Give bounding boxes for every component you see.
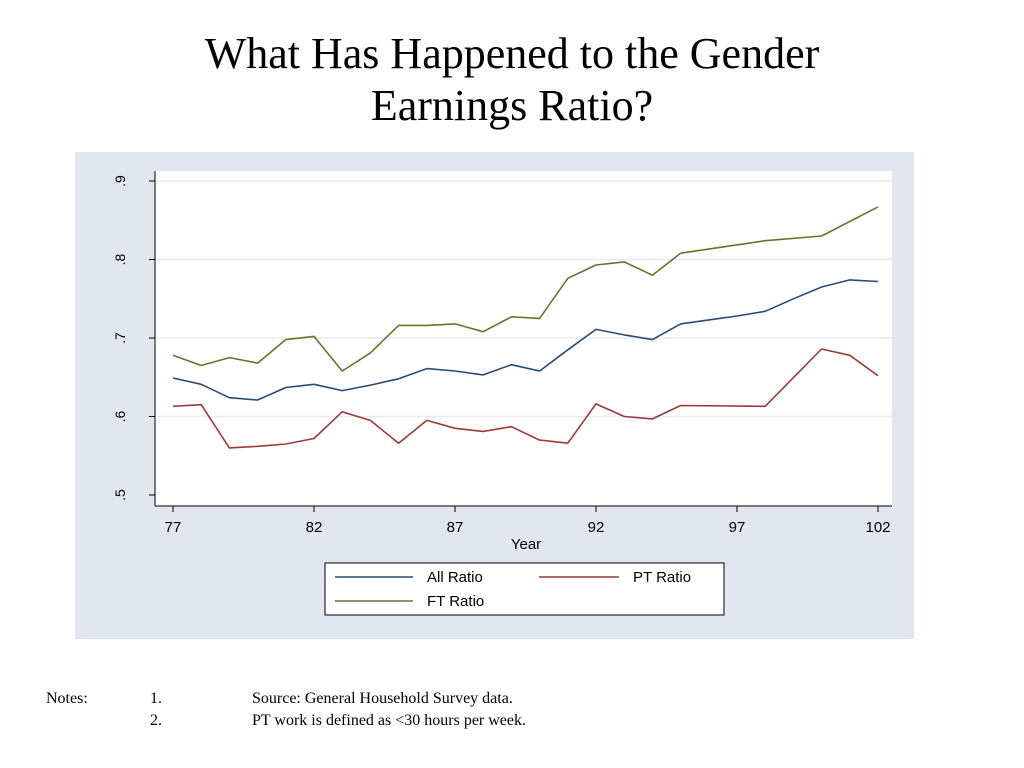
legend-box bbox=[324, 562, 725, 616]
legend-label: FT Ratio bbox=[427, 593, 484, 610]
series-line-ft-ratio bbox=[172, 206, 879, 372]
x-tick-label: 77 bbox=[165, 519, 182, 536]
x-tick-label: 92 bbox=[588, 519, 605, 536]
y-tick-label: .9 bbox=[112, 175, 128, 187]
series-line-all-ratio bbox=[172, 279, 879, 401]
y-tick-label: .5 bbox=[112, 489, 128, 501]
x-tick-label: 82 bbox=[306, 519, 323, 536]
y-tick-label: .7 bbox=[112, 332, 128, 344]
slide-title-line-1: What Has Happened to the Gender bbox=[204, 29, 820, 78]
x-axis-title: Year bbox=[511, 536, 541, 553]
note-text: Source: General Household Survey data. bbox=[252, 690, 513, 707]
y-tick-label: .8 bbox=[112, 253, 128, 265]
line-chart: .5 .6 .7 .8 .9 77 82 87 92 97 102 Year All Ratio PT R… bbox=[75, 152, 914, 639]
legend-label: PT Ratio bbox=[633, 569, 691, 586]
x-tick-label: 87 bbox=[447, 519, 464, 536]
notes-label: Notes: bbox=[46, 690, 88, 707]
x-tick-label: 97 bbox=[729, 519, 746, 536]
notes-section: Notes: 1. Source: General Household Surv… bbox=[46, 690, 946, 734]
note-row-2: 2. PT work is defined as <30 hours per w… bbox=[46, 712, 946, 734]
y-tick-label: .6 bbox=[112, 410, 128, 422]
slide-title-line-2: Earnings Ratio? bbox=[370, 81, 654, 130]
legend-label: All Ratio bbox=[427, 569, 483, 586]
note-number: 1. bbox=[150, 690, 162, 707]
series-line-pt-ratio bbox=[172, 348, 879, 449]
note-row-1: Notes: 1. Source: General Household Surv… bbox=[46, 690, 946, 712]
note-text: PT work is defined as <30 hours per week… bbox=[252, 712, 527, 729]
x-tick-label: 102 bbox=[865, 519, 890, 536]
slide-title: What Has Happened to the Gender Earnings… bbox=[0, 28, 1024, 132]
chart-panel: .5 .6 .7 .8 .9 77 82 87 92 97 102 Year All Ratio PT R… bbox=[75, 152, 914, 639]
note-number: 2. bbox=[150, 712, 162, 729]
